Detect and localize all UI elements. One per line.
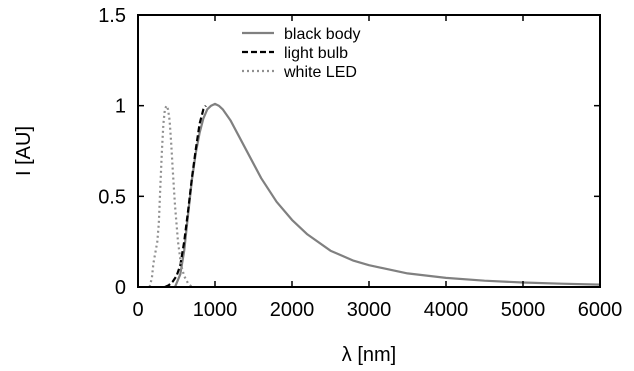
series-line-light-bulb — [164, 105, 207, 288]
x-tick-label: 0 — [132, 299, 143, 321]
legend-label: white LED — [283, 64, 357, 81]
x-tick-label: 2000 — [270, 299, 315, 321]
x-tick-label: 3000 — [347, 299, 392, 321]
plot-frame — [137, 14, 601, 288]
series-line-black-body — [173, 102, 601, 288]
legend-label: light bulb — [284, 45, 348, 62]
x-tick-label: 5000 — [501, 299, 546, 321]
legend: black body light bulb white LED — [242, 26, 361, 81]
y-tick-label: 0 — [115, 277, 126, 299]
x-axis: 0 1000 2000 3000 4000 5000 6000 — [132, 15, 622, 321]
y-axis: 0 0.5 1 1.5 — [98, 5, 600, 299]
y-axis-title: I [AU] — [13, 126, 35, 176]
plot-lines — [148, 102, 601, 288]
y-tick-label: 1.5 — [98, 5, 126, 27]
x-tick-label: 1000 — [193, 299, 238, 321]
x-tick-label: 4000 — [424, 299, 469, 321]
series-line-white-led — [148, 104, 193, 288]
x-axis-title: λ [nm] — [342, 344, 396, 366]
y-tick-label: 1 — [115, 96, 126, 118]
legend-label: black body — [284, 26, 361, 43]
x-tick-label: 6000 — [578, 299, 623, 321]
y-tick-label: 0.5 — [98, 186, 126, 208]
